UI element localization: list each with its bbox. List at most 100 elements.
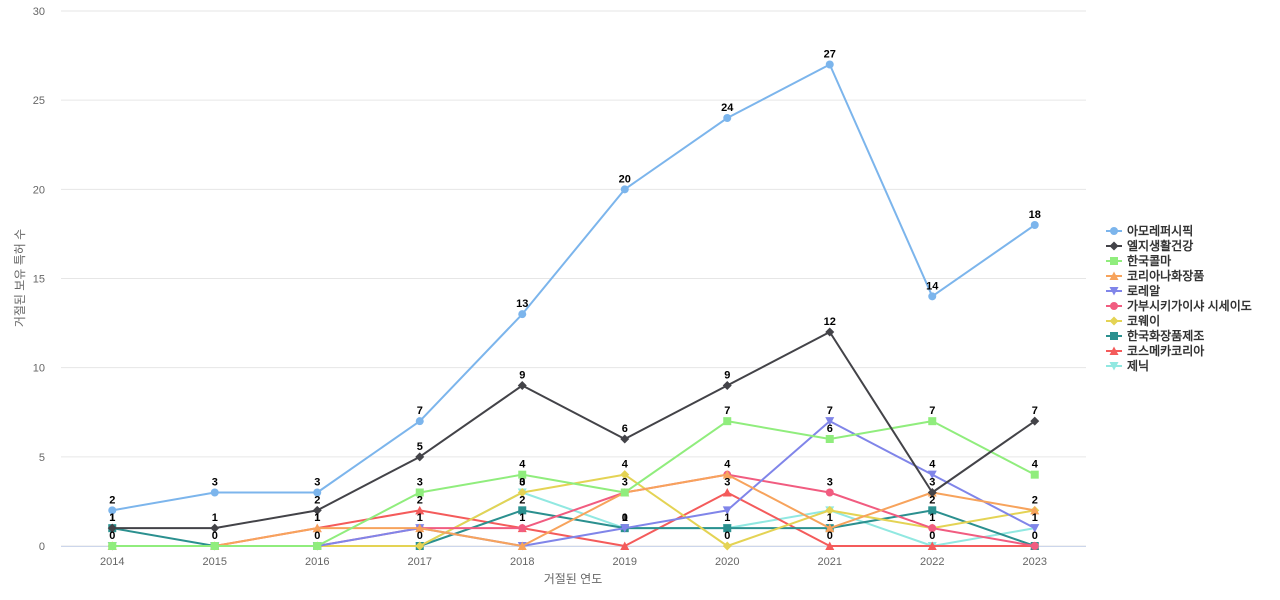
data-point[interactable] [518,470,527,479]
data-point[interactable] [108,542,117,550]
data-point[interactable] [722,541,732,551]
data-point[interactable] [620,470,630,480]
legend-item[interactable]: 엘지생활건강 [1106,238,1193,253]
data-point[interactable] [928,506,937,515]
data-point[interactable] [107,523,117,533]
data-point[interactable] [518,524,527,533]
data-label: 3 [929,477,935,489]
data-point[interactable] [517,488,527,497]
data-point[interactable] [620,488,629,497]
legend-marker [1109,287,1119,296]
data-point[interactable] [518,310,527,319]
data-point[interactable] [1030,505,1040,515]
data-point[interactable] [928,417,937,426]
legend-item[interactable]: 코리아나화장품 [1106,268,1204,283]
data-point[interactable] [108,506,117,515]
data-point[interactable] [927,541,937,551]
data-point[interactable] [518,506,527,515]
data-label: 3 [519,477,525,489]
series-line[interactable] [111,420,1036,547]
data-point[interactable] [825,523,835,533]
legend-item[interactable]: 한국화장품제조 [1106,328,1204,343]
legend-item[interactable]: 아모레퍼시픽 [1106,223,1193,238]
data-label: 0 [724,530,730,542]
data-point[interactable] [517,541,527,551]
data-point[interactable] [825,327,835,337]
grid-layer [61,10,1086,547]
data-point[interactable] [825,417,835,426]
data-point[interactable] [313,488,322,497]
data-point[interactable] [415,505,425,515]
legend-item[interactable]: 코스메카코리아 [1106,343,1204,358]
data-point[interactable] [620,524,630,533]
data-point[interactable] [722,506,732,515]
x-tick-label: 2014 [100,556,124,568]
legend-item[interactable]: 제닉 [1106,358,1149,373]
series-line[interactable] [111,473,1036,547]
x-tick-label: 2018 [510,556,534,568]
data-point[interactable] [210,523,220,533]
legend-item[interactable]: 로레알 [1106,283,1160,298]
data-point[interactable] [722,381,732,390]
data-point[interactable] [312,523,322,533]
series-line[interactable] [111,63,1036,512]
data-point[interactable] [620,185,629,194]
legend-item[interactable]: 한국콜마 [1106,253,1171,268]
data-point[interactable] [210,488,219,497]
data-point[interactable] [723,417,732,426]
data-label: 0 [109,530,115,542]
data-point[interactable] [927,488,937,497]
data-point[interactable] [313,542,322,550]
data-label: 0 [212,530,218,542]
data-point[interactable] [1030,542,1039,550]
data-point[interactable] [620,434,630,444]
data-label: 0 [519,477,525,489]
legend-marker [1109,241,1119,251]
x-axis-title: 거절된 연도 [544,572,603,586]
y-tick-label: 30 [33,6,45,18]
data-label: 4 [1032,459,1039,471]
data-point[interactable] [722,488,732,497]
series-line[interactable] [111,331,1036,530]
data-point[interactable] [517,381,527,390]
data-label: 3 [212,477,218,489]
data-point[interactable] [723,524,732,533]
data-label: 7 [417,405,423,417]
data-label: 24 [721,102,734,114]
data-label: 2 [1032,494,1038,506]
data-point[interactable] [415,488,424,497]
data-point[interactable] [927,470,937,480]
data-point[interactable] [825,435,834,443]
data-point[interactable] [928,292,937,301]
data-point[interactable] [312,505,322,515]
data-point[interactable] [415,417,424,426]
data-point[interactable] [825,488,834,497]
data-point[interactable] [415,452,425,462]
data-point[interactable] [825,505,835,515]
legend-item[interactable]: 가부시키가이샤 시세이도 [1106,298,1252,313]
data-point[interactable] [1030,470,1039,479]
data-label: 4 [519,459,526,471]
data-point[interactable] [722,470,732,479]
data-label: 9 [519,370,525,382]
data-point[interactable] [1030,524,1040,533]
data-label: 7 [1032,405,1038,417]
data-point[interactable] [723,114,732,122]
data-point[interactable] [928,524,937,533]
data-point[interactable] [210,542,219,550]
data-point[interactable] [825,60,834,69]
data-point[interactable] [415,541,425,551]
data-point[interactable] [1030,221,1039,229]
data-point[interactable] [415,523,425,533]
legend-label: 아모레퍼시픽 [1127,223,1193,238]
legend-marker [1109,346,1119,355]
series-line[interactable] [111,473,1036,547]
legend-label: 코스메카코리아 [1127,343,1204,358]
data-point[interactable] [620,541,630,551]
legend-item[interactable]: 코웨이 [1106,313,1160,328]
x-tick-label: 2019 [613,556,637,568]
data-point[interactable] [1030,416,1040,426]
data-point[interactable] [825,541,835,551]
